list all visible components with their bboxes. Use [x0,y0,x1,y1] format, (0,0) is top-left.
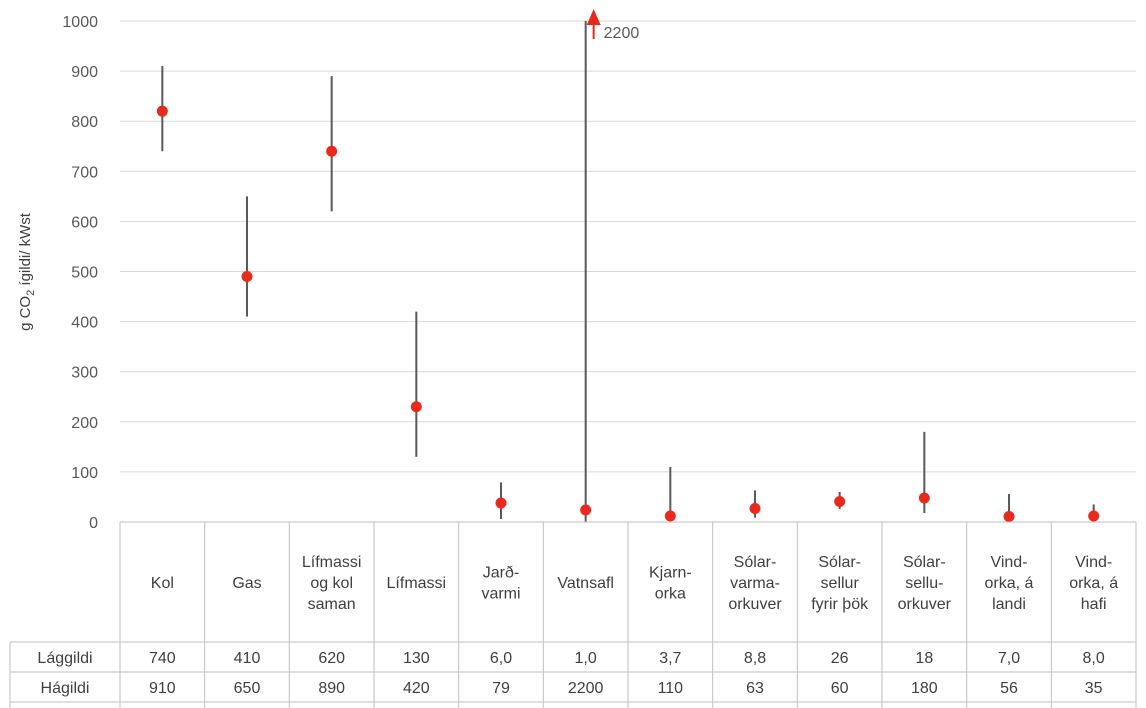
y-tick-label: 100 [71,465,98,482]
category-label: Sólar-varma-orkuver [728,554,782,613]
category-label: Jarð-varmi [481,565,520,603]
table-cell: 410 [234,650,261,667]
median-marker [156,105,168,117]
table-cell: 110 [658,680,684,697]
y-tick-label: 800 [71,114,98,131]
median-marker [241,271,253,283]
table-cell: 26 [831,650,849,667]
median-marker [580,504,592,516]
table-cell: 130 [403,650,430,667]
table-cell: 180 [911,680,938,697]
table-cell: 650 [234,680,261,697]
category-label: Sólar-sellu-orkuver [898,554,952,613]
y-tick-label: 700 [71,164,98,181]
category-label: Lífmassi [387,575,447,592]
table-cell: 620 [318,650,345,667]
table-cell: 79 [492,680,510,697]
y-tick-label: 600 [71,214,98,231]
category-label: Kjarn-orka [649,565,692,603]
overflow-annotation: 2200 [604,25,640,42]
median-marker [749,502,761,514]
median-marker [326,145,338,157]
table-cell: 18 [915,650,933,667]
median-marker [410,401,422,413]
table-cell: 60 [831,680,849,697]
y-tick-label: 200 [71,415,98,432]
table-cell: 740 [149,650,176,667]
median-marker [1088,510,1100,522]
overflow-arrow-head [586,9,601,25]
y-tick-label: 0 [89,515,98,532]
table-cell: 56 [1000,680,1018,697]
table-cell: 8,8 [744,650,766,667]
category-label: Kol [151,575,174,592]
y-tick-label: 400 [71,315,98,332]
table-cell: 1,0 [575,650,597,667]
table-cell: 35 [1085,680,1103,697]
table-cell: 890 [318,680,345,697]
table-cell: 3,7 [659,650,681,667]
category-label: Vatnsafl [557,575,614,592]
category-label: Vind-orka, á landi [985,554,1034,613]
y-tick-label: 1000 [62,14,98,31]
y-tick-label: 500 [71,265,98,282]
table-cell: 8,0 [1083,650,1105,667]
table-row-label: Hágildi [41,680,90,697]
median-marker [664,510,676,522]
table-row-label: Lággildi [37,650,92,667]
median-marker [1003,510,1015,522]
table-cell: 2200 [568,680,604,697]
category-label: Lífmassi og kol saman [302,554,362,613]
table-cell: 6,0 [490,650,512,667]
y-axis-label: g CO2 ígildi/ kWst [17,212,37,331]
category-label: Gas [232,575,261,592]
table-cell: 420 [403,680,430,697]
median-marker [834,495,846,507]
median-marker [495,497,507,509]
table-cell: 63 [746,680,764,697]
category-label: Vind-orka, á hafi [1069,554,1118,613]
y-tick-label: 900 [71,64,98,81]
table-cell: 7,0 [998,650,1020,667]
table-cell: 910 [149,680,176,697]
category-label: Sólar-sellur fyrir þök [811,554,869,613]
y-tick-label: 300 [71,365,98,382]
median-marker [918,492,930,504]
